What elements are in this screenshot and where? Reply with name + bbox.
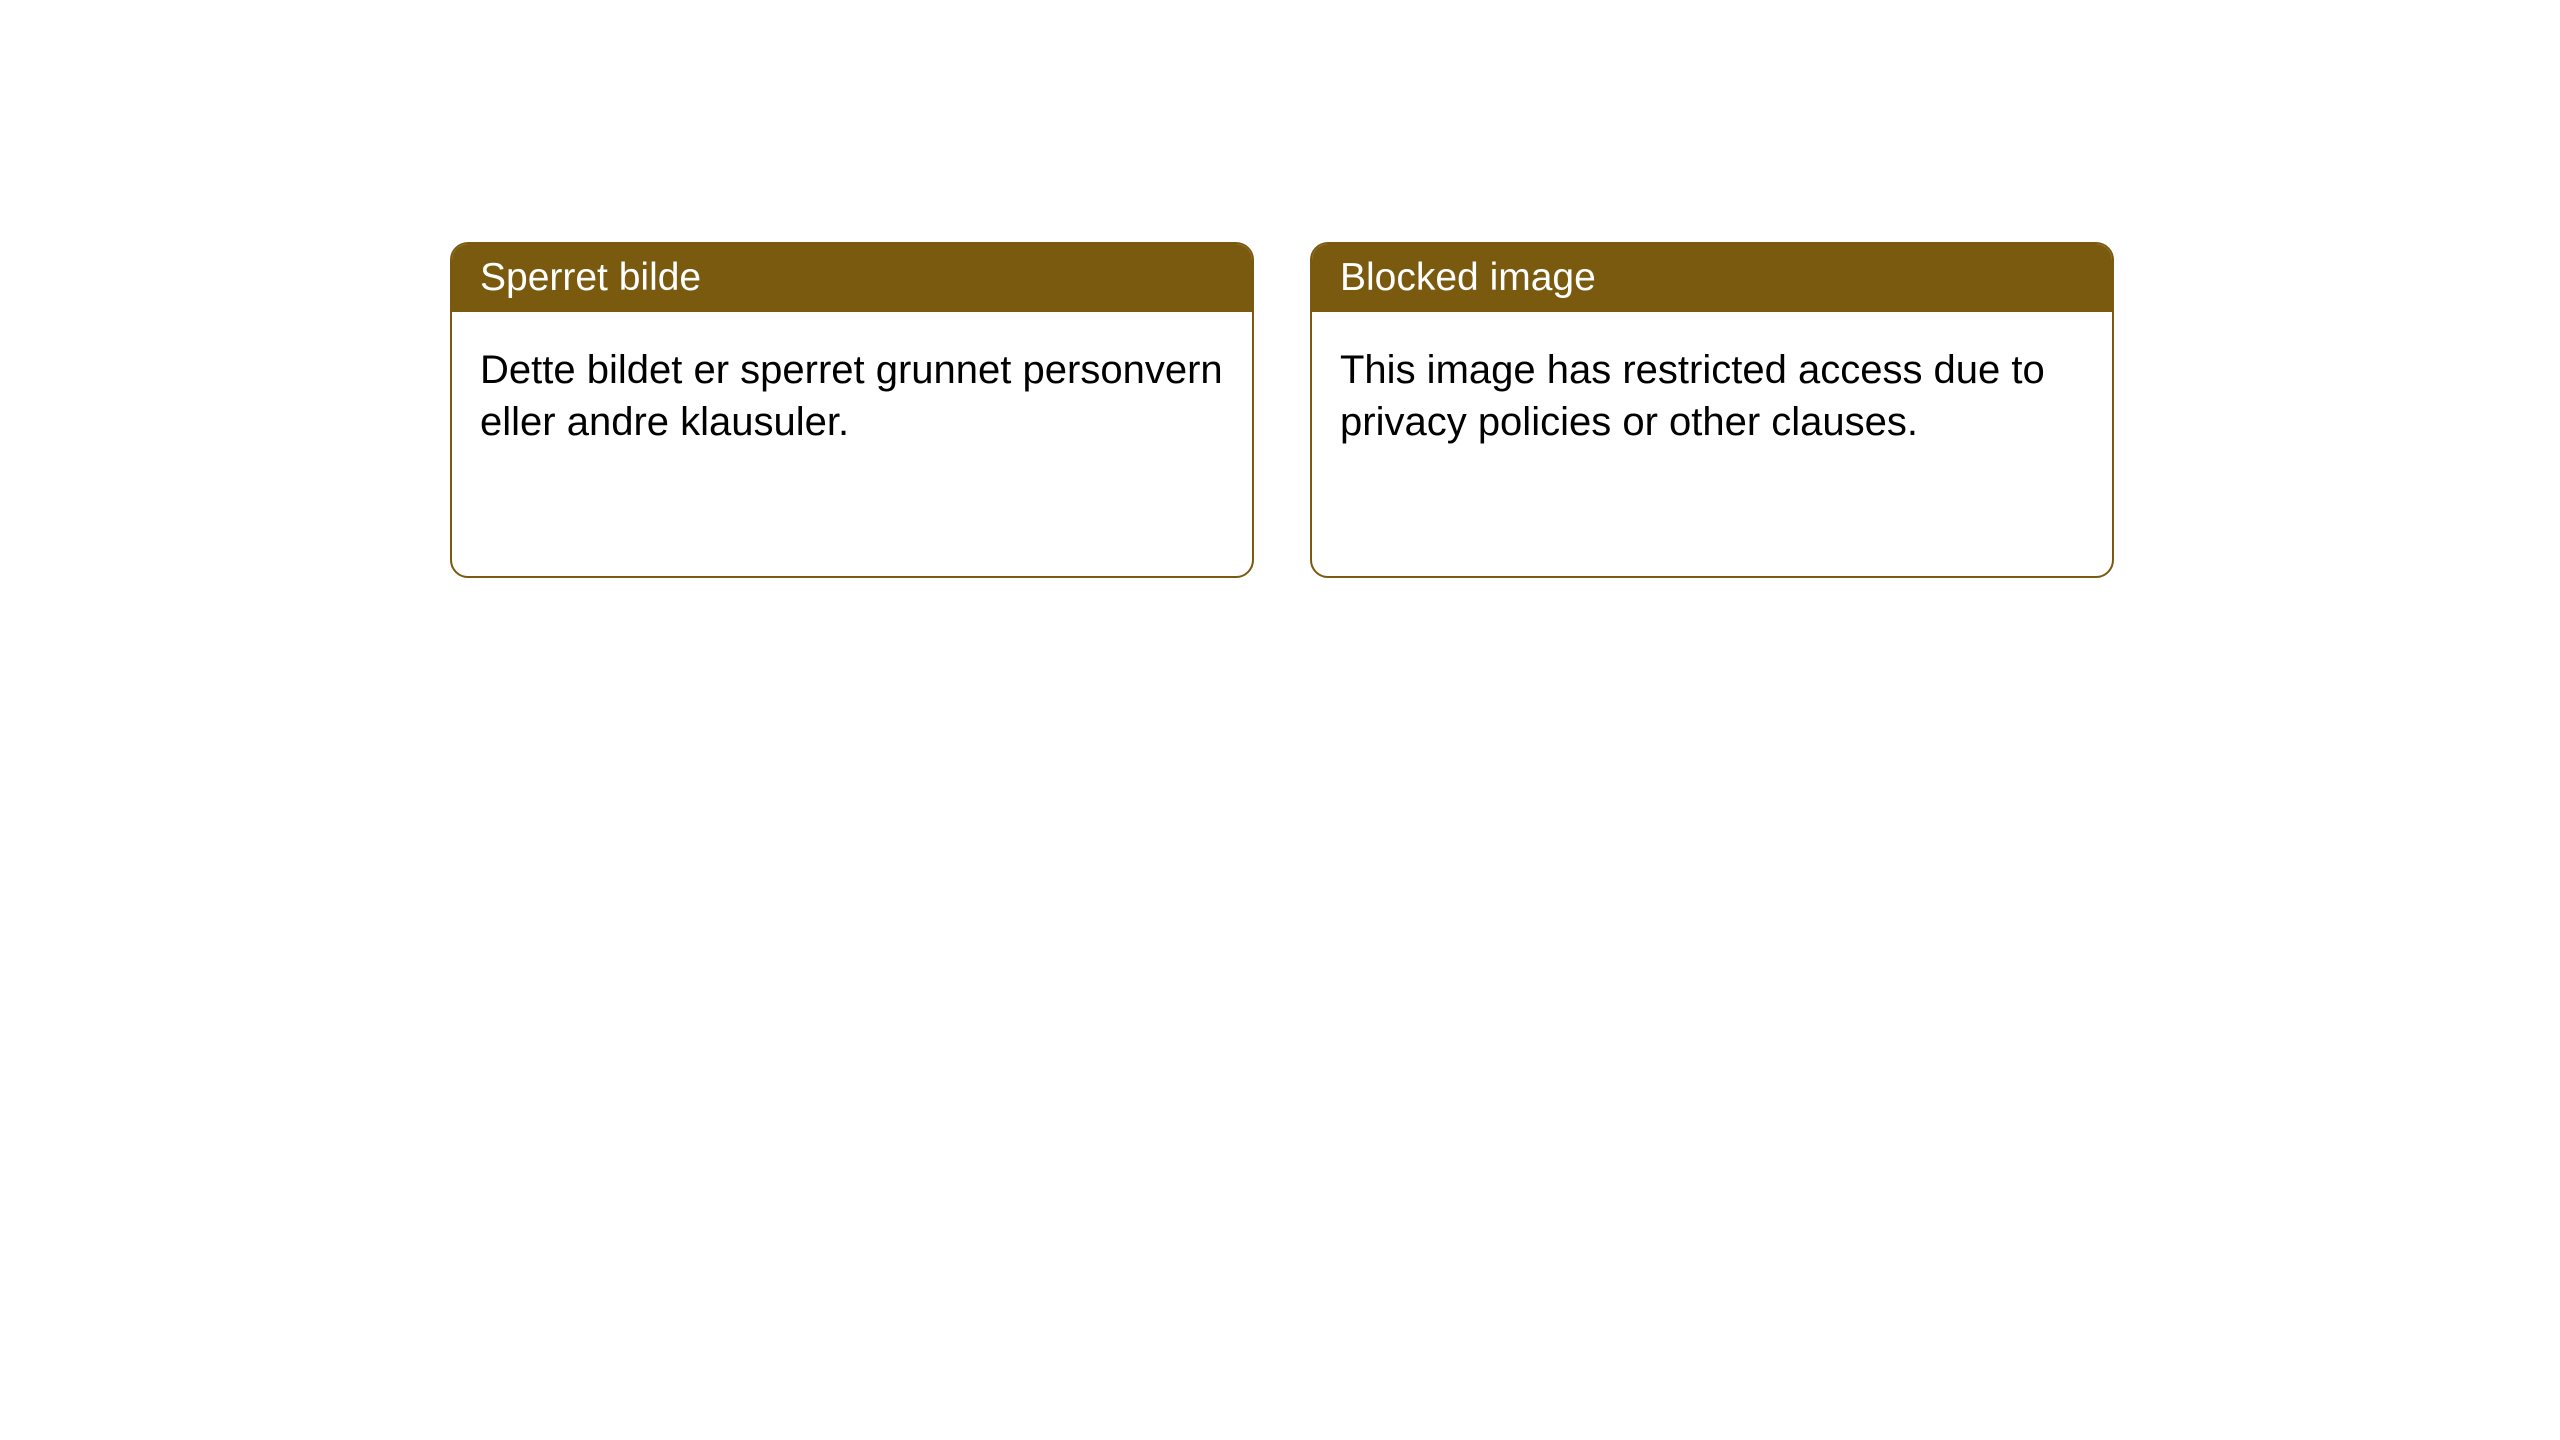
notice-card-norwegian: Sperret bilde Dette bildet er sperret gr… [450, 242, 1254, 578]
card-header-norwegian: Sperret bilde [452, 244, 1252, 312]
card-body-norwegian: Dette bildet er sperret grunnet personve… [452, 312, 1252, 480]
card-header-english: Blocked image [1312, 244, 2112, 312]
card-message: This image has restricted access due to … [1340, 348, 2045, 444]
card-title: Sperret bilde [480, 256, 701, 299]
card-body-english: This image has restricted access due to … [1312, 312, 2112, 480]
card-title: Blocked image [1340, 256, 1596, 299]
notice-card-english: Blocked image This image has restricted … [1310, 242, 2114, 578]
notice-container: Sperret bilde Dette bildet er sperret gr… [0, 0, 2560, 578]
card-message: Dette bildet er sperret grunnet personve… [480, 348, 1223, 444]
